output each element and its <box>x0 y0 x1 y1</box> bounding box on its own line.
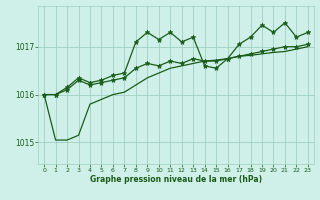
X-axis label: Graphe pression niveau de la mer (hPa): Graphe pression niveau de la mer (hPa) <box>90 175 262 184</box>
